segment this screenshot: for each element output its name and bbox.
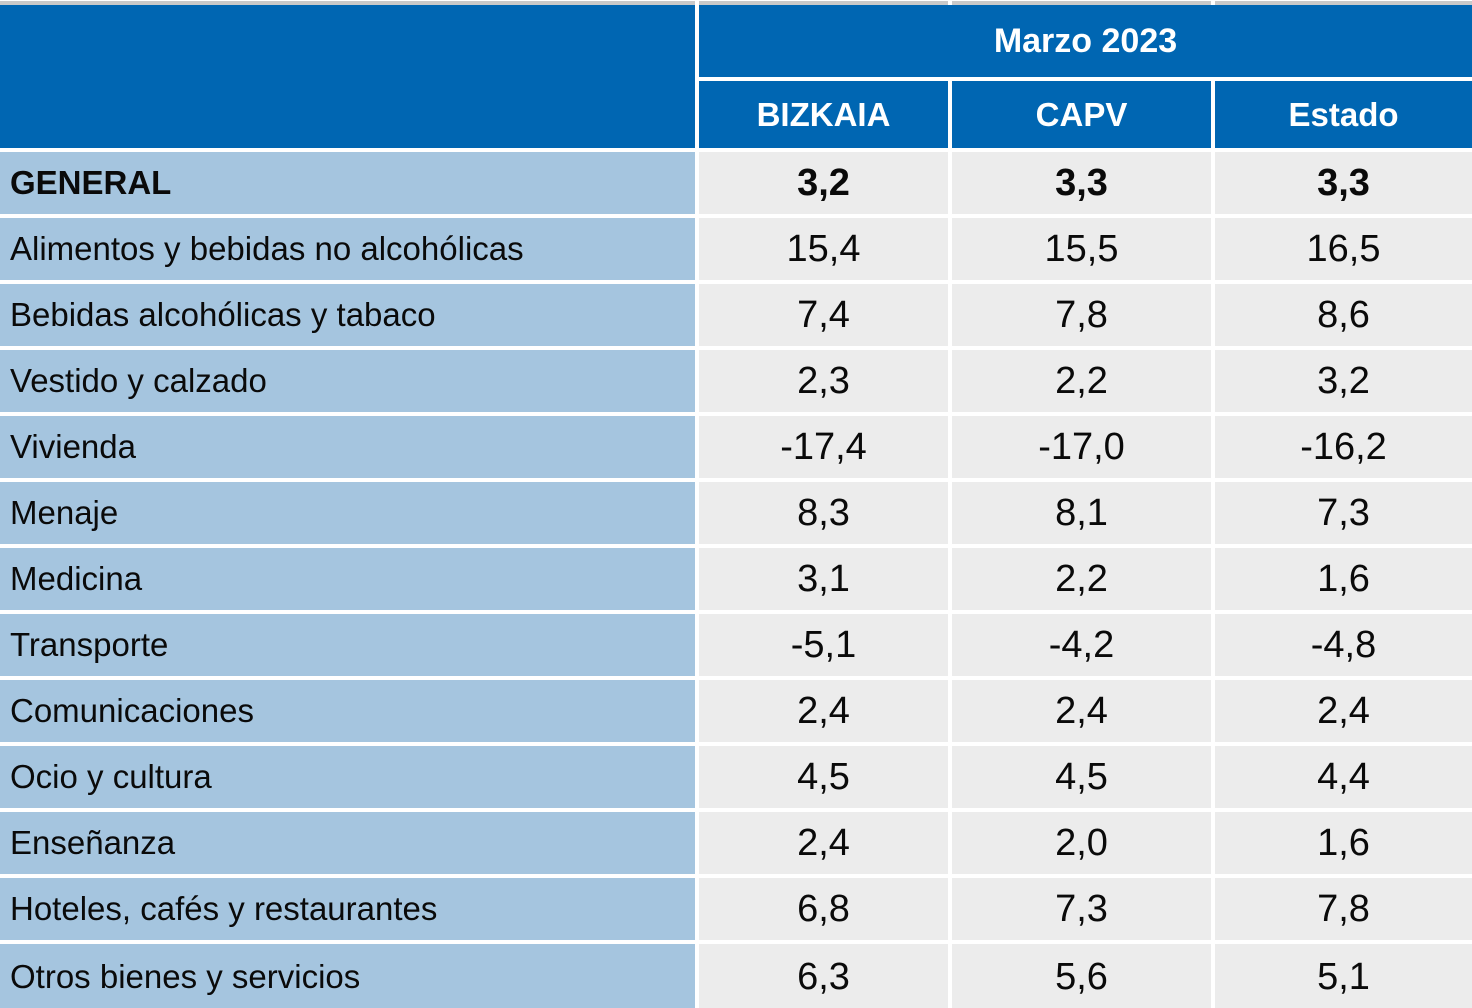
value-cell: 7,3 xyxy=(952,878,1211,940)
column-header-capv: CAPV xyxy=(952,81,1211,148)
value-cell: 6,3 xyxy=(699,944,948,1008)
row-label: Enseñanza xyxy=(0,812,695,874)
value-cell: 16,5 xyxy=(1215,218,1472,280)
value-cell: 4,5 xyxy=(699,746,948,808)
row-label: Vivienda xyxy=(0,416,695,478)
value-cell: 3,1 xyxy=(699,548,948,610)
value-cell: 7,8 xyxy=(952,284,1211,346)
row-label: Vestido y calzado xyxy=(0,350,695,412)
value-cell: 3,2 xyxy=(1215,350,1472,412)
value-cell: 3,3 xyxy=(1215,152,1472,214)
value-cell: 7,3 xyxy=(1215,482,1472,544)
row-label: Transporte xyxy=(0,614,695,676)
cropped-row-edge xyxy=(699,1,948,5)
cropped-row-edge xyxy=(0,1,695,5)
value-cell: 4,4 xyxy=(1215,746,1472,808)
value-cell: -17,0 xyxy=(952,416,1211,478)
value-cell: 3,3 xyxy=(952,152,1211,214)
cropped-row-edge xyxy=(952,1,1211,5)
value-cell: 4,5 xyxy=(952,746,1211,808)
row-label: Otros bienes y servicios xyxy=(0,944,695,1008)
value-cell: 2,2 xyxy=(952,548,1211,610)
value-cell: 8,3 xyxy=(699,482,948,544)
value-cell: -4,8 xyxy=(1215,614,1472,676)
header-corner-cell xyxy=(0,5,695,148)
value-cell: 5,6 xyxy=(952,944,1211,1008)
value-cell: 2,4 xyxy=(952,680,1211,742)
value-cell: 7,4 xyxy=(699,284,948,346)
period-header: Marzo 2023 xyxy=(699,5,1472,77)
value-cell: 15,5 xyxy=(952,218,1211,280)
value-cell: -16,2 xyxy=(1215,416,1472,478)
row-label: Bebidas alcohólicas y tabaco xyxy=(0,284,695,346)
value-cell: 1,6 xyxy=(1215,812,1472,874)
value-cell: -17,4 xyxy=(699,416,948,478)
row-label: Ocio y cultura xyxy=(0,746,695,808)
value-cell: 6,8 xyxy=(699,878,948,940)
cropped-row-edge xyxy=(1215,1,1472,5)
value-cell: 5,1 xyxy=(1215,944,1472,1008)
value-cell: 8,6 xyxy=(1215,284,1472,346)
value-cell: 2,3 xyxy=(699,350,948,412)
value-cell: 7,8 xyxy=(1215,878,1472,940)
value-cell: -5,1 xyxy=(699,614,948,676)
value-cell: -4,2 xyxy=(952,614,1211,676)
value-cell: 8,1 xyxy=(952,482,1211,544)
table-grid: Marzo 2023 BIZKAIA CAPV Estado GENERAL 3… xyxy=(0,5,1472,1008)
row-label-general: GENERAL xyxy=(0,152,695,214)
value-cell: 2,2 xyxy=(952,350,1211,412)
row-label: Hoteles, cafés y restaurantes xyxy=(0,878,695,940)
row-label: Comunicaciones xyxy=(0,680,695,742)
value-cell: 2,0 xyxy=(952,812,1211,874)
column-header-estado: Estado xyxy=(1215,81,1472,148)
value-cell: 3,2 xyxy=(699,152,948,214)
value-cell: 2,4 xyxy=(699,812,948,874)
value-cell: 2,4 xyxy=(699,680,948,742)
row-label: Medicina xyxy=(0,548,695,610)
row-label: Menaje xyxy=(0,482,695,544)
row-label: Alimentos y bebidas no alcohólicas xyxy=(0,218,695,280)
column-header-bizkaia: BIZKAIA xyxy=(699,81,948,148)
value-cell: 15,4 xyxy=(699,218,948,280)
value-cell: 2,4 xyxy=(1215,680,1472,742)
value-cell: 1,6 xyxy=(1215,548,1472,610)
